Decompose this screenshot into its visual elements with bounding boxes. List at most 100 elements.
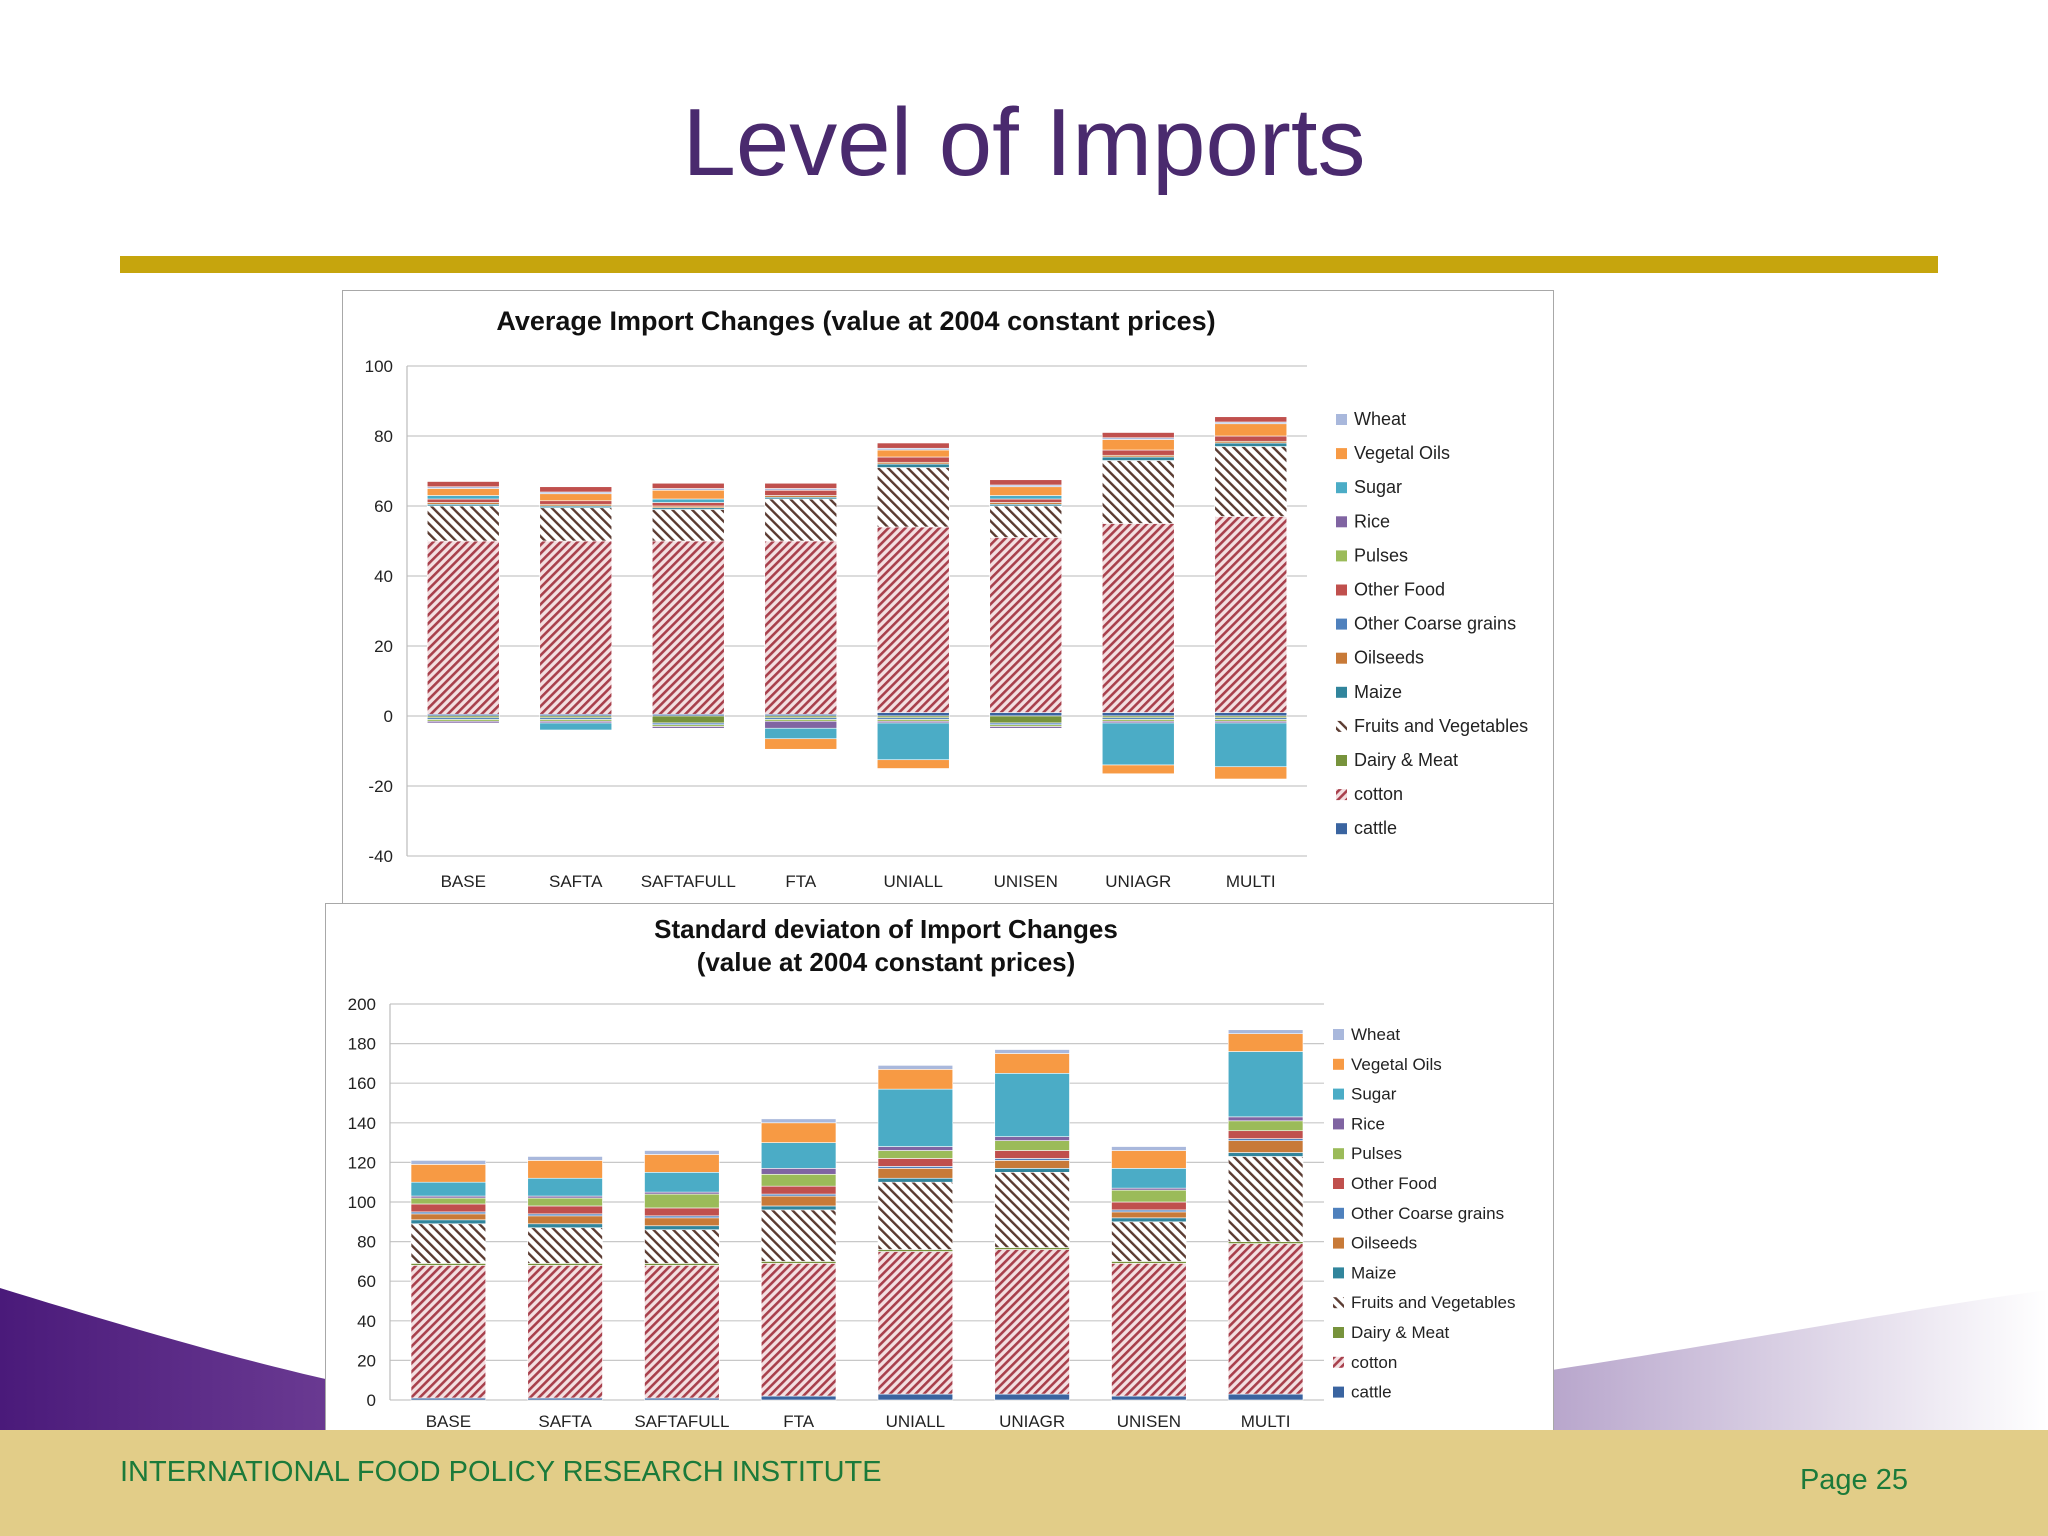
c1-bar-segment bbox=[764, 720, 838, 729]
c2-legend-label: cattle bbox=[1351, 1383, 1392, 1402]
c2-bar-segment bbox=[1111, 1221, 1187, 1262]
c2-bar-segment bbox=[527, 1197, 603, 1207]
c1-bar-segment bbox=[764, 498, 838, 542]
c1-bar-segment bbox=[1214, 712, 1288, 717]
c2-bar-segment bbox=[410, 1197, 487, 1205]
c2-bar-segment bbox=[1111, 1168, 1187, 1189]
c2-x-tick-label: UNISEN bbox=[1117, 1412, 1181, 1431]
c2-legend-swatch bbox=[1333, 1267, 1344, 1279]
c1-bar-segment bbox=[989, 537, 1063, 713]
c2-y-tick-label: 160 bbox=[348, 1074, 376, 1093]
c2-legend-swatch bbox=[1333, 1356, 1344, 1368]
c1-bar-segment bbox=[764, 540, 838, 715]
c1-bar-segment bbox=[764, 482, 838, 489]
average-import-changes-chart: Average Import Changes (value at 2004 co… bbox=[342, 290, 1554, 904]
c1-legend-swatch bbox=[1336, 414, 1347, 425]
c1-legend-swatch bbox=[1336, 618, 1347, 630]
c2-legend-swatch bbox=[1333, 1327, 1344, 1338]
c1-bar-segment bbox=[1214, 446, 1288, 517]
c1-bar-segment bbox=[1101, 764, 1175, 775]
c1-bar-segment bbox=[1101, 439, 1175, 451]
c1-bar-segment bbox=[651, 498, 725, 503]
c1-y-tick-label: 80 bbox=[374, 427, 393, 446]
c1-bar-segment bbox=[651, 540, 725, 715]
c2-bar-segment bbox=[1111, 1395, 1187, 1401]
slide-title: Level of Imports bbox=[682, 89, 1366, 196]
c2-bar-segment bbox=[1111, 1201, 1187, 1211]
c1-y-tick-label: 60 bbox=[374, 497, 393, 516]
c2-bar-segment bbox=[994, 1160, 1070, 1169]
c1-legend-swatch bbox=[1336, 789, 1347, 801]
c1-legend-swatch bbox=[1336, 823, 1347, 835]
c1-legend-label: cattle bbox=[1354, 818, 1397, 838]
c1-bar-segment bbox=[539, 507, 613, 542]
c1-bar-segment bbox=[876, 463, 950, 468]
c2-bar-segment bbox=[994, 1249, 1070, 1395]
c2-bar-segment bbox=[760, 1185, 837, 1195]
c1-legend-swatch bbox=[1336, 516, 1347, 528]
c1-bar-segment bbox=[1101, 449, 1175, 456]
c2-bar-segment bbox=[527, 1177, 603, 1197]
c1-bar-segment bbox=[1101, 456, 1175, 461]
c2-legend-label: Wheat bbox=[1351, 1025, 1400, 1044]
c2-bar-segment bbox=[994, 1168, 1070, 1173]
c1-bar-segment bbox=[426, 720, 500, 724]
c1-legend-label: Other Coarse grains bbox=[1354, 614, 1516, 634]
c2-bar-segment bbox=[877, 1158, 954, 1167]
c1-bar-segment bbox=[764, 489, 838, 496]
c1-bar-segment bbox=[1214, 423, 1288, 437]
c2-bar-segment bbox=[410, 1265, 487, 1399]
c2-y-tick-label: 120 bbox=[348, 1153, 376, 1172]
c1-bar-segment bbox=[539, 486, 613, 493]
c2-legend-swatch bbox=[1333, 1207, 1344, 1219]
c2-legend-label: Sugar bbox=[1351, 1085, 1397, 1104]
c1-y-tick-label: 20 bbox=[374, 637, 393, 656]
c2-y-tick-label: 200 bbox=[348, 995, 376, 1014]
footer-page-number: Page 25 bbox=[1799, 1464, 1908, 1496]
c2-chart-title: (value at 2004 constant prices) bbox=[697, 947, 1076, 977]
c1-x-tick-label: UNISEN bbox=[994, 872, 1058, 891]
c1-bar-segment bbox=[1101, 712, 1175, 717]
c2-x-tick-label: BASE bbox=[426, 1412, 471, 1431]
c2-bar-segment bbox=[994, 1150, 1070, 1159]
c2-legend-label: Dairy & Meat bbox=[1351, 1323, 1450, 1342]
c2-bar-segment bbox=[1111, 1211, 1187, 1219]
average-import-changes-plot: Average Import Changes (value at 2004 co… bbox=[365, 306, 1529, 891]
c2-y-tick-label: 40 bbox=[357, 1312, 376, 1331]
c1-bar-segment bbox=[876, 467, 950, 528]
c2-x-tick-label: SAFTA bbox=[538, 1412, 592, 1431]
c1-y-tick-label: 100 bbox=[365, 357, 393, 376]
c1-bar-segment bbox=[1214, 516, 1288, 713]
c2-bar-segment bbox=[877, 1393, 954, 1401]
c1-bar-segment bbox=[989, 498, 1063, 503]
c1-chart-title: Average Import Changes (value at 2004 co… bbox=[496, 306, 1215, 336]
c2-bar-segment bbox=[527, 1215, 603, 1225]
c2-bar-segment bbox=[760, 1142, 837, 1169]
c2-legend-swatch bbox=[1333, 1118, 1344, 1130]
c2-bar-segment bbox=[760, 1195, 837, 1207]
c2-bar-segment bbox=[1227, 1130, 1304, 1139]
c1-bar-segment bbox=[426, 481, 500, 488]
c2-y-tick-label: 140 bbox=[348, 1114, 376, 1133]
c2-bar-segment bbox=[994, 1049, 1070, 1054]
c2-x-tick-label: UNIALL bbox=[886, 1412, 946, 1431]
decorative-swoosh bbox=[0, 1288, 2048, 1430]
c1-bar-segment bbox=[539, 540, 613, 715]
c2-legend-swatch bbox=[1333, 1386, 1344, 1398]
c2-bar-segment bbox=[410, 1223, 487, 1264]
c1-bar-segment bbox=[1101, 523, 1175, 713]
c2-bar-segment bbox=[1227, 1152, 1304, 1157]
c2-bar-segment bbox=[1227, 1140, 1304, 1153]
c2-bar-segment bbox=[877, 1251, 954, 1395]
c1-bar-segment bbox=[1101, 460, 1175, 524]
c1-legend-label: Rice bbox=[1354, 511, 1390, 531]
c1-bar-segment bbox=[989, 712, 1063, 717]
c1-x-tick-label: MULTI bbox=[1226, 872, 1276, 891]
c2-bar-segment bbox=[644, 1150, 720, 1155]
c1-y-tick-label: 40 bbox=[374, 567, 393, 586]
c2-bar-segment bbox=[760, 1168, 837, 1175]
c1-bar-segment bbox=[539, 722, 613, 731]
c1-bar-segment bbox=[1214, 766, 1288, 780]
c1-legend-swatch bbox=[1336, 755, 1347, 766]
c1-bar-segment bbox=[876, 712, 950, 717]
